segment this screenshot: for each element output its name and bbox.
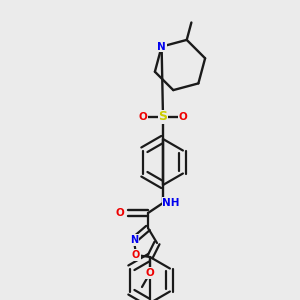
Text: O: O xyxy=(132,250,140,260)
Text: O: O xyxy=(139,112,147,122)
Text: O: O xyxy=(178,112,188,122)
Text: N: N xyxy=(130,235,138,245)
Text: S: S xyxy=(158,110,167,124)
Text: N: N xyxy=(157,42,166,52)
Text: NH: NH xyxy=(162,198,180,208)
Text: O: O xyxy=(146,268,154,278)
Text: O: O xyxy=(116,208,124,218)
